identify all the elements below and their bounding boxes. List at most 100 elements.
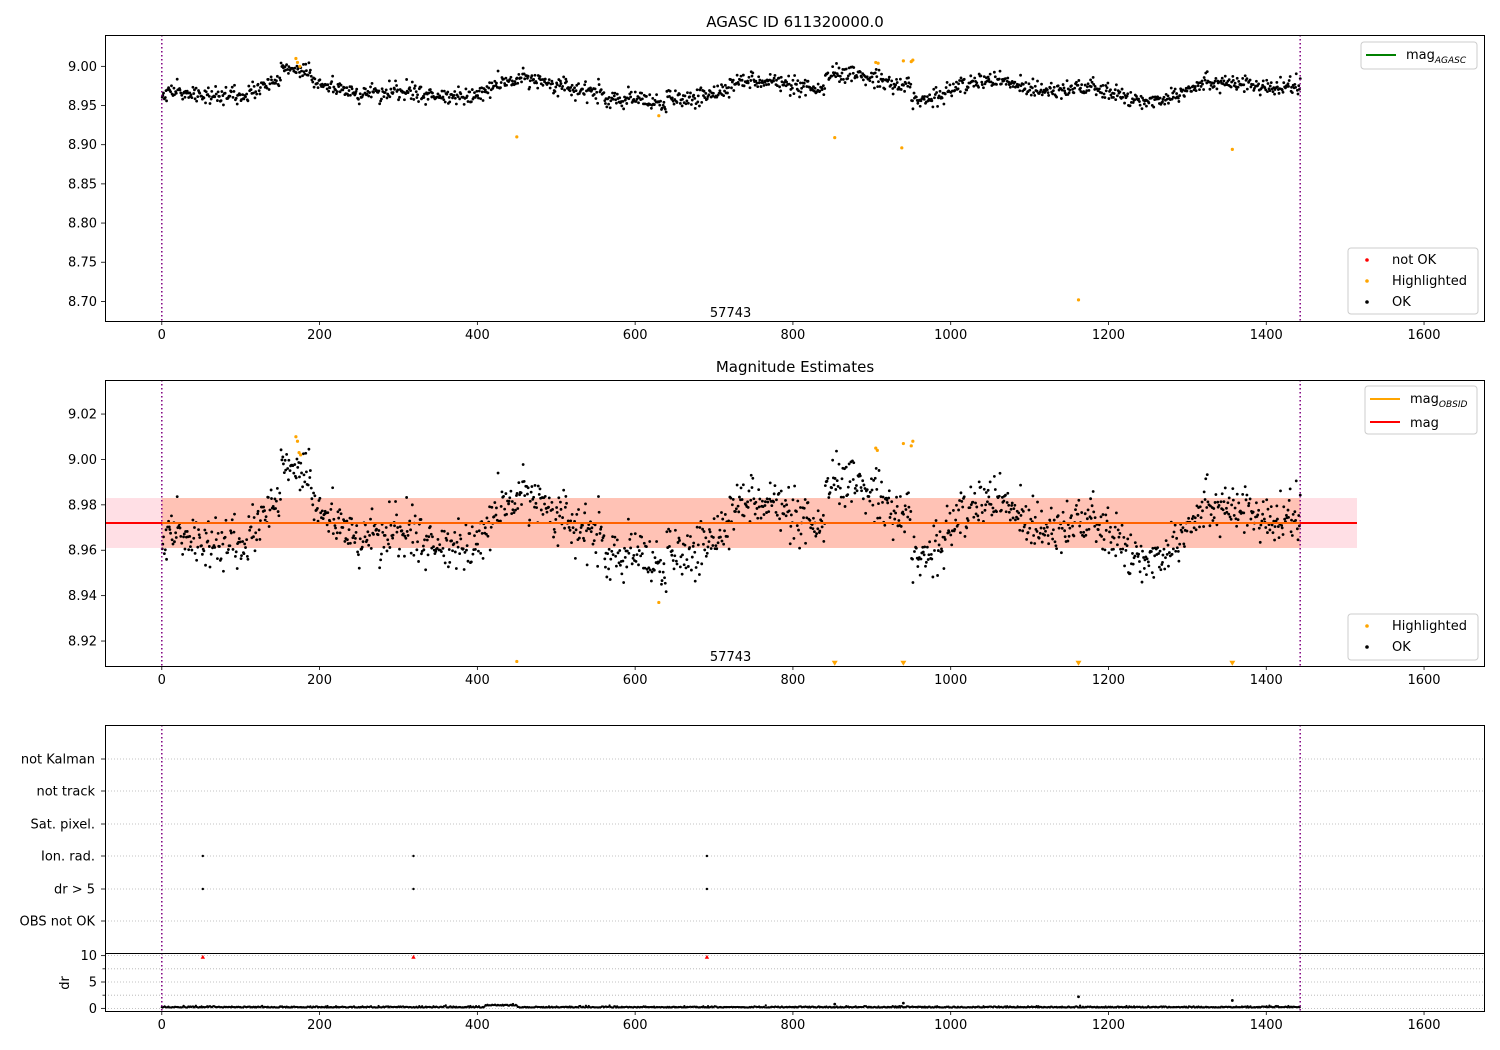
ok-point (332, 85, 336, 89)
ok-point (237, 537, 241, 540)
ok-point (1204, 477, 1208, 481)
ok-point (1162, 95, 1166, 99)
ok-point (877, 80, 880, 84)
ok-point (488, 96, 492, 100)
ok-point (966, 86, 970, 89)
ok-point (364, 523, 367, 527)
ok-point (1004, 82, 1008, 86)
ok-point (999, 508, 1003, 512)
ok-point (1124, 549, 1128, 552)
ok-point (1056, 84, 1060, 88)
ok-point (310, 497, 314, 501)
ok-point (219, 99, 223, 103)
ok-point (249, 88, 253, 92)
ok-point (611, 535, 614, 539)
ok-point (852, 66, 856, 69)
ok-point (617, 561, 621, 565)
ok-point (651, 96, 655, 100)
ok-point (208, 102, 212, 105)
ok-point (889, 83, 893, 87)
panel1-legend-lower: not OK Highlighted OK (1347, 247, 1479, 315)
legend-label-ok: OK (1392, 295, 1411, 310)
ok-point (628, 537, 632, 541)
ok-point (267, 525, 271, 528)
ok-point (285, 63, 289, 67)
ok-point (599, 88, 603, 92)
ok-point (1072, 91, 1076, 95)
ok-point (608, 106, 612, 110)
ok-point (632, 553, 636, 557)
ok-point (1268, 84, 1272, 88)
ok-point (1235, 76, 1239, 80)
ok-point (592, 92, 596, 96)
ok-point (277, 84, 281, 88)
ok-point (592, 539, 596, 543)
ok-point (496, 69, 500, 73)
ok-point (673, 89, 677, 93)
ok-point (183, 95, 187, 99)
ok-point (1018, 89, 1022, 93)
ok-point (197, 533, 201, 537)
ok-point (891, 87, 895, 90)
ok-point (1185, 529, 1189, 533)
ok-point (1024, 504, 1028, 508)
ok-point (338, 90, 342, 94)
ok-point (1133, 554, 1137, 558)
ok-point (1072, 534, 1076, 538)
ok-point (796, 499, 800, 503)
ok-point (1289, 530, 1293, 534)
ok-point (729, 78, 733, 82)
ok-point (626, 85, 630, 89)
ok-point (488, 505, 491, 509)
ok-point (907, 81, 911, 85)
ok-point (268, 508, 272, 512)
ok-point (1087, 89, 1091, 92)
ok-point (688, 546, 692, 549)
ok-point (945, 504, 949, 508)
ok-point (944, 519, 948, 523)
ok-point (762, 83, 766, 87)
ok-point (1128, 572, 1132, 575)
ok-point (770, 504, 774, 508)
ok-point (512, 511, 516, 514)
ok-point (839, 495, 843, 499)
x-tick-label: 400 (465, 1018, 490, 1033)
ok-point (1262, 517, 1266, 521)
ok-point (481, 556, 485, 560)
ok-point (681, 553, 684, 557)
ok-point (784, 514, 788, 518)
ok-point (1126, 92, 1130, 96)
ok-point (660, 106, 664, 110)
ok-point (1294, 72, 1298, 76)
ok-point (493, 79, 497, 83)
ok-point (1209, 83, 1213, 87)
ok-point (766, 500, 770, 504)
ok-point (541, 512, 545, 516)
ok-point (1212, 85, 1216, 88)
ok-point (1046, 91, 1050, 94)
ok-point (899, 77, 902, 81)
ok-point (393, 524, 396, 528)
ok-point (440, 529, 444, 533)
ok-point (1243, 74, 1247, 78)
ok-point (878, 516, 882, 520)
ok-point (516, 507, 520, 510)
ok-point (1135, 95, 1138, 98)
ok-point (275, 486, 279, 490)
ok-point (924, 560, 928, 564)
ok-point (935, 91, 939, 94)
ok-point (931, 575, 935, 579)
flag-point (705, 854, 709, 858)
ok-point (534, 501, 538, 505)
ok-point (629, 95, 633, 99)
ok-point (1104, 84, 1108, 87)
ok-point (273, 497, 277, 501)
ok-point (751, 71, 755, 75)
ok-point (513, 502, 517, 505)
ok-point (331, 90, 335, 94)
ok-point (1290, 85, 1293, 89)
ok-point (1198, 525, 1201, 529)
ok-point (508, 496, 512, 500)
ok-point (1035, 89, 1039, 93)
ok-point (1142, 567, 1146, 570)
